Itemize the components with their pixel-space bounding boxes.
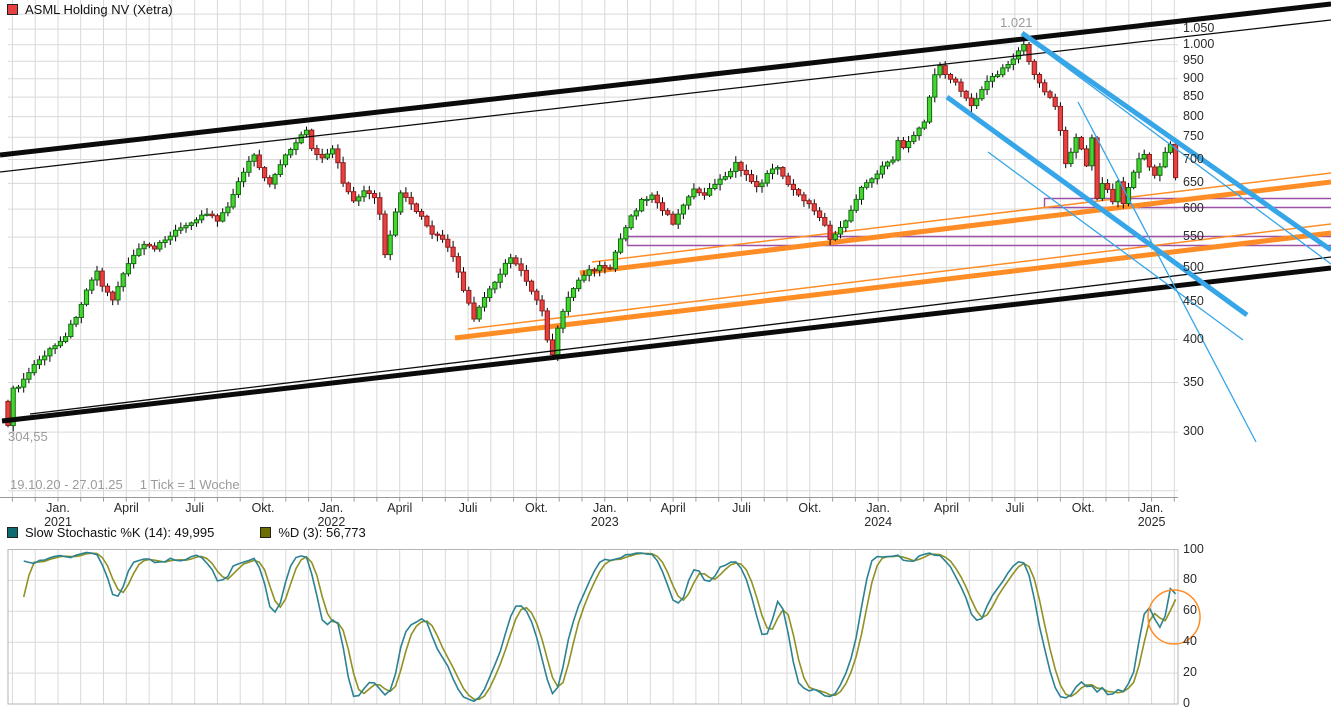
stoch-k-line [23,551,1177,703]
price-tick-label: 1.050 [1183,21,1215,36]
price-tick-label: 500 [1183,259,1204,274]
x-axis-label: Juli [732,501,751,515]
x-axis-label: Okt. [251,501,275,515]
main-legend: ASML Holding NV (Xetra) [7,2,173,17]
x-axis-line [0,497,1178,502]
stoch-k-label: Slow Stochastic %K (14): 49,995 [25,525,215,540]
x-axis-label: Jan. 2023 [590,501,619,529]
trend-lines-black [0,1,1331,424]
stoch-tick-label: 80 [1183,572,1197,587]
tick-interval-label: 1 Tick = 1 Woche [139,477,240,492]
x-axis-label: Okt. [798,501,822,515]
stoch-d-label: %D (3): 56,773 [278,525,366,540]
price-tick-label: 850 [1183,89,1204,104]
stochastic-legend: Slow Stochastic %K (14): 49,995 %D (3): … [7,525,366,540]
stoch-tick-label: 40 [1183,634,1197,649]
stoch-panel-border [7,549,1179,705]
stoch-chart-area[interactable] [8,550,1178,705]
main-grid [8,0,1178,498]
main-chart-area[interactable] [8,0,1178,498]
x-axis-label: Okt. [524,501,548,515]
price-tick-label: 900 [1183,70,1204,85]
price-tick-label: 1.000 [1183,36,1215,51]
support-lines-orange [454,172,1331,341]
peak-value-label: 1.021 [1000,15,1033,30]
stoch-tick-label: 100 [1183,541,1204,556]
price-tick-label: 350 [1183,374,1204,389]
x-axis-label: Jan. 2021 [44,501,72,529]
x-axis-label: Jan. 2024 [864,501,893,529]
highlight-circle [1147,589,1201,645]
x-axis-label: Juli [185,501,205,515]
price-tick-label: 950 [1183,53,1204,68]
x-axis-label: Juli [1005,501,1025,515]
x-axis-label: Juli [458,501,478,515]
period-range-label: 19.10.20 - 27.01.25 [10,477,123,492]
x-axis-label: April [387,501,413,515]
stoch-k-marker-icon [7,527,18,538]
stoch-tick-label: 0 [1183,696,1190,710]
trend-lines-blue [945,30,1331,443]
instrument-title: ASML Holding NV (Xetra) [25,2,173,17]
price-tick-label: 800 [1183,108,1204,123]
x-axis-label: Okt. [1071,501,1095,515]
price-tick-label: 450 [1183,293,1204,308]
x-axis-label: Jan. 2025 [1137,501,1166,529]
x-axis-label: April [660,501,686,515]
stoch-d-line [22,552,1177,701]
stoch-tick-label: 60 [1183,603,1197,618]
x-axis-label: April [934,501,960,515]
x-axis-label: Jan. 2022 [317,501,346,529]
start-low-label: 304,55 [8,429,48,444]
price-tick-label: 600 [1183,201,1204,216]
price-tick-label: 300 [1183,424,1204,439]
period-info: 19.10.20 - 27.01.25 1 Tick = 1 Woche [10,477,240,492]
stoch-d-marker-icon [260,527,272,538]
x-axis-label: April [113,501,139,515]
price-tick-label: 550 [1183,229,1204,244]
series-marker-icon [7,4,18,15]
stoch-tick-label: 20 [1183,665,1197,680]
price-tick-label: 650 [1183,175,1204,190]
candles-layer [5,38,1179,432]
price-tick-label: 400 [1183,331,1204,346]
price-tick-label: 700 [1183,151,1204,166]
price-tick-label: 750 [1183,129,1204,144]
